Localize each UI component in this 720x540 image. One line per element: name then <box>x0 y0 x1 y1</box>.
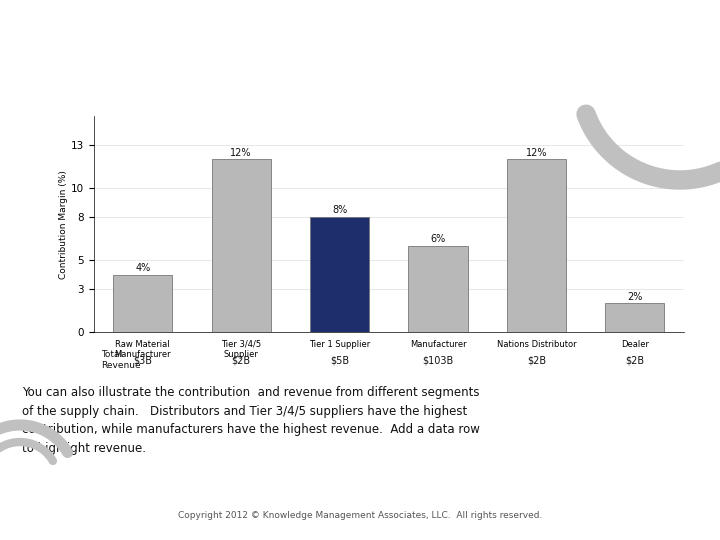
Bar <box>310 217 369 332</box>
Text: Supply Chain Profitability: Supply Chain Profitability <box>152 42 453 62</box>
Text: Copyright 2012 © Knowledge Management Associates, LLC.  All rights reserved.: Copyright 2012 © Knowledge Management As… <box>178 511 542 520</box>
Text: $103B: $103B <box>423 355 454 366</box>
Bar <box>606 303 665 332</box>
Bar <box>212 159 271 332</box>
Bar <box>408 246 467 332</box>
Text: 8%: 8% <box>332 205 347 215</box>
Text: 4%: 4% <box>135 263 150 273</box>
Text: $2B: $2B <box>232 355 251 366</box>
Y-axis label: Contribution Margin (%): Contribution Margin (%) <box>59 170 68 279</box>
Text: $2B: $2B <box>527 355 546 366</box>
Bar <box>113 274 172 332</box>
Text: 12%: 12% <box>230 148 252 158</box>
Text: 12%: 12% <box>526 148 547 158</box>
Text: $2B: $2B <box>625 355 644 366</box>
Text: You can also illustrate the contribution  and revenue from different segments
of: You can also illustrate the contribution… <box>22 386 480 455</box>
Text: KMA: KMA <box>29 37 107 66</box>
Bar <box>507 159 566 332</box>
Text: Total
Revenue: Total Revenue <box>102 350 141 370</box>
Text: 6%: 6% <box>431 234 446 244</box>
Text: $5B: $5B <box>330 355 349 366</box>
Text: $3B: $3B <box>133 355 153 366</box>
Text: 2%: 2% <box>627 292 642 302</box>
